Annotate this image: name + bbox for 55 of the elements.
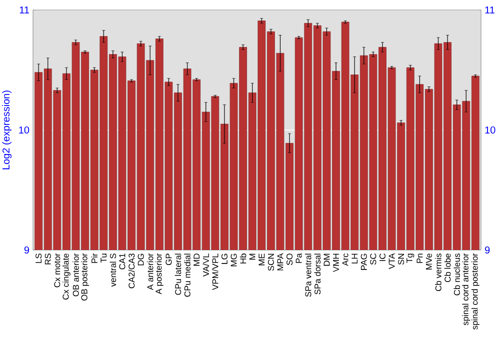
x-tick-label: MVe xyxy=(426,254,432,270)
x-tick-label: RS xyxy=(44,254,51,264)
x-tick-label: OB anterior xyxy=(72,253,79,296)
x-tick-label: SPa dorsal xyxy=(314,254,321,294)
y2-tick-label: 10 xyxy=(485,126,496,134)
x-tick-label: MG xyxy=(230,254,237,266)
x-tick-label: LG xyxy=(221,254,228,264)
x-tick-label: M xyxy=(249,254,256,260)
y2-tick-label: 11 xyxy=(485,6,494,14)
x-tick-label: DG xyxy=(138,254,144,266)
x-tick-label: Cb lobe xyxy=(444,254,451,282)
x-tick-label: VA/VL xyxy=(202,253,209,277)
x-tick-label: SPa ventral xyxy=(305,254,312,297)
x-tick-label: Cb vermis xyxy=(435,254,442,292)
x-tick-label: VMH xyxy=(333,254,339,272)
x-tick-label: IC xyxy=(379,254,386,261)
x-tick-label: Cx motor xyxy=(54,253,60,288)
x-tick-label: spinal cord posterior xyxy=(471,253,480,330)
x-tick-label: A posterior xyxy=(155,253,164,294)
x-tick-label: Arc xyxy=(342,253,348,266)
x-tick-label: SCN xyxy=(268,254,274,271)
x-tick-label: GP xyxy=(166,254,172,266)
x-tick-label: SN xyxy=(398,254,404,265)
x-tick-label: Hb xyxy=(240,254,246,264)
x-tick-label: VTA xyxy=(388,253,395,270)
x-tick-label: SC xyxy=(370,254,376,265)
x-tick-label: Pir xyxy=(91,253,98,263)
x-tick-label: Tu xyxy=(100,254,107,263)
x-tick-label: MD xyxy=(194,254,200,266)
x-tick-label: Pa xyxy=(296,253,302,263)
x-tick-label: DM xyxy=(324,254,330,266)
x-tick-label: ventral S xyxy=(110,254,116,287)
x-tick-label: LH xyxy=(352,254,358,264)
y-axis-title: Log2 (expression) xyxy=(2,90,12,170)
x-tick-label: spinal cord anterior xyxy=(462,253,470,326)
x-tick-label: OB posterior xyxy=(81,253,90,301)
x-tick-label: CPu lateral xyxy=(174,254,182,295)
x-tick-label: MPA xyxy=(277,253,284,270)
x-tick-label: PAG xyxy=(360,254,367,270)
x-tick-label: VPM/VPL xyxy=(212,253,218,290)
x-tick-label: Tg xyxy=(406,254,414,263)
x-tick-label: SO xyxy=(286,254,293,266)
x-tick-label: A anterior xyxy=(146,253,154,290)
x-tick-label: Cx cingulate xyxy=(62,254,70,300)
x-tick-label: Cb nucleus xyxy=(454,254,460,296)
x-tick-label: ME xyxy=(258,254,265,266)
x-tick-label: Pn xyxy=(416,254,423,263)
y-tick-label: 9 xyxy=(24,246,30,254)
y-tick-label: 10 xyxy=(19,126,30,134)
x-tick-label: LS xyxy=(36,254,42,263)
y-tick-label: 11 xyxy=(20,6,29,14)
x-tick-label: CA1 xyxy=(119,254,126,270)
y2-tick-label: 9 xyxy=(485,246,490,254)
x-tick-label: CPu medial xyxy=(184,254,190,297)
x-tick-label: CA2/CA3 xyxy=(128,254,135,288)
